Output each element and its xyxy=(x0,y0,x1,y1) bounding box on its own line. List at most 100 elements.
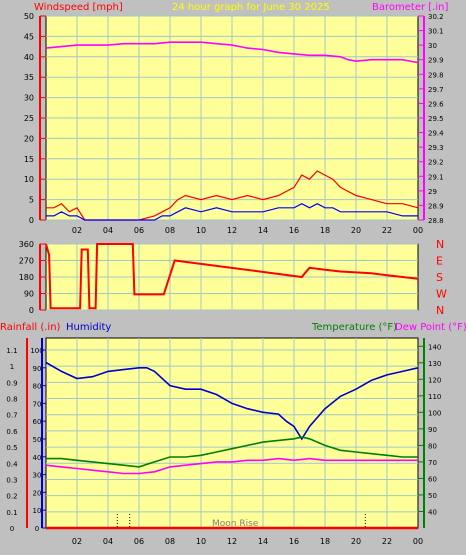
temperature-tick-label: 60 xyxy=(428,475,437,483)
windspeed-tick-label: 50 xyxy=(24,12,34,21)
time-tick-label: 04 xyxy=(103,226,113,235)
windspeed-tick-label: 45 xyxy=(24,32,34,41)
windspeed-tick-label: 20 xyxy=(24,134,34,143)
direction-tick-label: 180 xyxy=(19,273,34,282)
windspeed-tick-label: 35 xyxy=(24,73,34,82)
rainfall-tick-label: 0.7 xyxy=(6,412,17,420)
time-tick-label: 12 xyxy=(227,537,237,546)
time-tick-label: 18 xyxy=(320,226,330,235)
rainfall-axis-title: Rainfall (.in) xyxy=(0,322,61,333)
temperature-tick-label: 140 xyxy=(428,343,441,351)
temperature-axis-title: Temperature (°F) xyxy=(311,322,397,333)
time-tick-label: 00 xyxy=(413,226,423,235)
barometer-tick-label: 28.9 xyxy=(428,202,444,210)
barometer-tick-label: 29.9 xyxy=(428,57,444,65)
humidity-tick-label: 30 xyxy=(33,472,42,480)
windspeed-tick-label: 5 xyxy=(29,196,34,205)
time-tick-label: 14 xyxy=(258,226,268,235)
barometer-tick-label: 29.5 xyxy=(428,115,444,123)
humidity-tick-label: 70 xyxy=(33,400,42,408)
windspeed-tick-label: 30 xyxy=(24,94,34,103)
barometer-tick-label: 29.2 xyxy=(428,159,444,167)
humidity-line xyxy=(45,361,419,441)
compass-label: W xyxy=(436,288,447,301)
humidity-tick-label: 90 xyxy=(33,365,42,373)
time-tick-label: 04 xyxy=(103,537,113,546)
time-tick-label: 02 xyxy=(72,226,82,235)
time-tick-label: 20 xyxy=(351,537,361,546)
time-tick-label: 16 xyxy=(289,226,299,235)
windspeed-axis-title: Windspeed [mph] xyxy=(34,2,123,13)
rainfall-tick-label: 0.4 xyxy=(6,460,18,468)
wind-speed-line xyxy=(46,203,418,221)
time-tick-label: 20 xyxy=(351,226,361,235)
rainfall-tick-label: 0.1 xyxy=(6,509,17,517)
compass-label: N xyxy=(436,304,444,317)
windspeed-tick-label: 0 xyxy=(29,216,34,225)
humidity-tick-label: 100 xyxy=(30,347,43,355)
barometer-tick-label: 29.4 xyxy=(428,130,444,138)
temperature-tick-label: 50 xyxy=(428,492,437,500)
dewpoint-line xyxy=(45,457,418,475)
chart-title: 24 hour graph for June 30 2025 xyxy=(172,2,330,13)
windspeed-tick-label: 25 xyxy=(24,114,34,123)
time-tick-label: 22 xyxy=(382,226,392,235)
temperature-line xyxy=(46,436,418,468)
rainfall-tick-label: 0.3 xyxy=(6,476,17,484)
windspeed-tick-label: 15 xyxy=(24,155,34,164)
humidity-tick-label: 20 xyxy=(33,489,42,497)
compass-label: N xyxy=(436,238,444,251)
direction-tick-label: 360 xyxy=(19,240,34,249)
barometer-tick-label: 29.3 xyxy=(428,144,444,152)
wind-direction-line xyxy=(45,243,419,310)
time-tick-label: 00 xyxy=(413,537,423,546)
humidity-tick-label: 80 xyxy=(33,383,42,391)
barometer-axis-title: Barometer [.in] xyxy=(372,2,448,13)
humidity-tick-label: 60 xyxy=(33,418,42,426)
time-tick-label: 10 xyxy=(196,537,206,546)
barometer-tick-label: 28.8 xyxy=(428,217,444,225)
compass-label: S xyxy=(436,271,443,284)
humidity-axis-title: Humidity xyxy=(66,322,111,333)
humidity-tick-label: 10 xyxy=(33,507,42,515)
barometer-tick-label: 29.1 xyxy=(428,173,444,181)
direction-tick-label: 90 xyxy=(24,290,34,299)
moon-rise-annotation: Moon Rise xyxy=(212,519,259,529)
time-tick-label: 22 xyxy=(382,537,392,546)
time-tick-label: 02 xyxy=(72,537,82,546)
time-tick-label: 16 xyxy=(289,537,299,546)
time-tick-label: 12 xyxy=(227,226,237,235)
barometer-tick-label: 30.2 xyxy=(428,13,444,21)
direction-tick-label: 0 xyxy=(29,306,34,315)
temperature-tick-label: 120 xyxy=(428,376,441,384)
barometer-tick-label: 29.8 xyxy=(428,71,444,79)
rainfall-tick-label: 0.5 xyxy=(6,444,17,452)
rainfall-tick-label: 0 xyxy=(10,525,14,533)
temperature-tick-label: 130 xyxy=(428,360,441,368)
barometer-tick-label: 30.1 xyxy=(428,28,444,36)
humidity-tick-label: 0 xyxy=(35,525,39,533)
windspeed-tick-label: 10 xyxy=(24,175,34,184)
dewpoint-axis-title: Dew Point (°F) xyxy=(395,322,466,333)
rainfall-tick-label: 0.8 xyxy=(6,396,17,404)
time-tick-label: 06 xyxy=(134,537,144,546)
time-tick-label: 06 xyxy=(134,226,144,235)
barometer-line xyxy=(45,41,419,64)
time-tick-label: 08 xyxy=(165,226,175,235)
time-tick-label: 08 xyxy=(165,537,175,546)
rainfall-tick-label: 0.9 xyxy=(6,379,17,387)
temperature-tick-label: 80 xyxy=(428,442,437,450)
barometer-tick-label: 29.7 xyxy=(428,86,444,94)
direction-tick-label: 270 xyxy=(19,257,34,266)
barometer-tick-label: 29.6 xyxy=(428,100,444,108)
compass-label: E xyxy=(436,255,443,268)
time-tick-label: 18 xyxy=(320,537,330,546)
temperature-tick-label: 100 xyxy=(428,409,441,417)
rainfall-tick-label: 0.6 xyxy=(6,428,18,436)
barometer-tick-label: 30 xyxy=(428,42,437,50)
rainfall-tick-label: 1.1 xyxy=(6,347,17,355)
rainfall-tick-label: 0.2 xyxy=(6,493,17,501)
humidity-tick-label: 40 xyxy=(33,454,42,462)
windspeed-tick-label: 40 xyxy=(24,53,34,62)
